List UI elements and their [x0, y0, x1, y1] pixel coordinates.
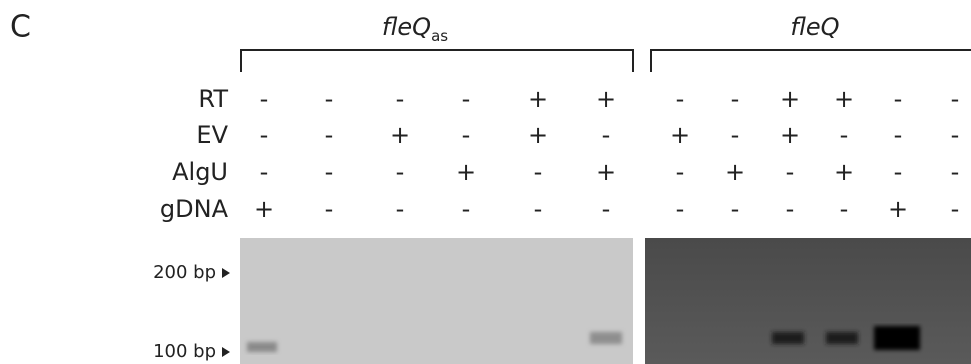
sign: + — [780, 121, 800, 149]
sign: - — [325, 121, 334, 149]
sign: - — [260, 158, 269, 186]
row-label: RT — [198, 85, 228, 113]
sign: - — [676, 195, 685, 223]
bracket — [241, 50, 633, 72]
sign: + — [834, 85, 854, 113]
sign: - — [951, 195, 960, 223]
sign: - — [786, 158, 795, 186]
sign: - — [325, 85, 334, 113]
row-label: EV — [196, 121, 228, 149]
sign: - — [676, 158, 685, 186]
bracket — [651, 50, 971, 72]
sign: - — [462, 195, 471, 223]
sign: - — [602, 195, 611, 223]
sign: - — [840, 195, 849, 223]
sign: - — [951, 85, 960, 113]
sign: - — [951, 121, 960, 149]
sign: + — [528, 85, 548, 113]
marker-arrow — [222, 268, 230, 357]
sign: - — [325, 158, 334, 186]
sign: - — [602, 121, 611, 149]
marker-label: 200 bp — [153, 262, 216, 283]
sign: - — [462, 85, 471, 113]
row-label: AlgU — [172, 158, 228, 186]
sign: - — [894, 121, 903, 149]
sign: + — [670, 121, 690, 149]
sign: + — [725, 158, 745, 186]
sign: + — [254, 195, 274, 223]
sign: - — [894, 85, 903, 113]
sign: - — [731, 85, 740, 113]
sign: + — [834, 158, 854, 186]
group-title: fleQ — [790, 13, 839, 41]
sign: - — [731, 121, 740, 149]
row-label: gDNA — [160, 195, 229, 223]
sign: - — [325, 195, 334, 223]
sign: + — [780, 85, 800, 113]
figure: C fleQas fleQ 200 bp 100 bp RT - - - - + + - - + +… — [0, 0, 971, 364]
sign: - — [396, 85, 405, 113]
sign: - — [676, 85, 685, 113]
sign: - — [731, 195, 740, 223]
sign: - — [534, 195, 543, 223]
sign: + — [888, 195, 908, 223]
group-title: fleQas — [382, 13, 448, 45]
sign: - — [786, 195, 795, 223]
sign: - — [462, 121, 471, 149]
panel-label: C — [10, 10, 31, 45]
gel — [645, 238, 971, 364]
sign: + — [456, 158, 476, 186]
sign: - — [951, 158, 960, 186]
marker-label: 100 bp — [153, 341, 216, 362]
sign: - — [260, 85, 269, 113]
sign: + — [528, 121, 548, 149]
sign: - — [396, 158, 405, 186]
sign: - — [396, 195, 405, 223]
sign: + — [390, 121, 410, 149]
sign: - — [534, 158, 543, 186]
sign: - — [894, 158, 903, 186]
sign: + — [596, 85, 616, 113]
sign: - — [840, 121, 849, 149]
sign: - — [260, 121, 269, 149]
gel — [240, 238, 633, 364]
sign: + — [596, 158, 616, 186]
